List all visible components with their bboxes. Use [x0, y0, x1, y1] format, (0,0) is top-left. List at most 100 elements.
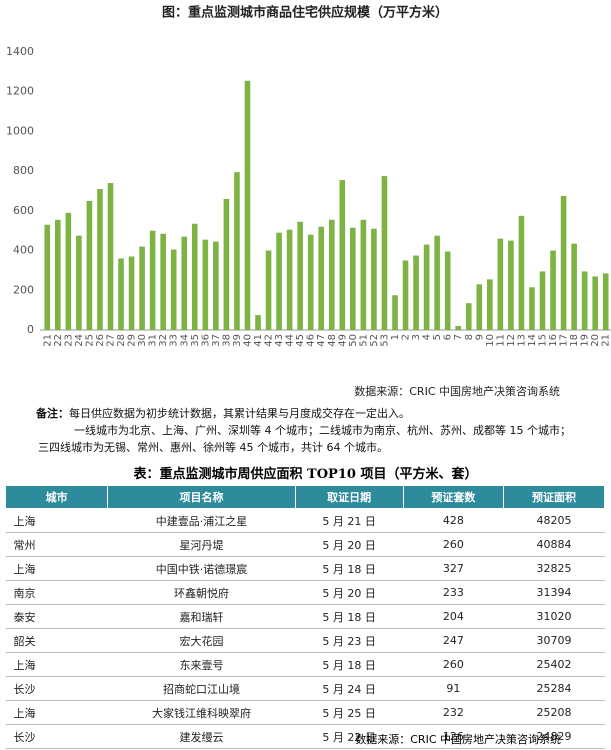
table-cell: 韶关: [5, 628, 108, 653]
x-tick-label: 42: [264, 334, 275, 347]
table-cell: 126: [403, 724, 504, 749]
table-cell: 30709: [503, 628, 605, 653]
y-tick-label: 200: [13, 283, 34, 296]
bar: [170, 249, 177, 330]
bar: [518, 215, 525, 330]
bar: [297, 221, 303, 330]
table-cell: 32825: [503, 556, 605, 581]
bar: [55, 219, 61, 330]
x-tick-label: 47: [316, 334, 327, 347]
table-cell: 中建壹品·浦江之星: [107, 508, 296, 533]
table-cell: 5 月 22 日: [295, 724, 404, 749]
bar: [602, 273, 609, 330]
bar: [539, 271, 546, 330]
bar: [508, 240, 514, 330]
bar: [455, 326, 462, 330]
bar: [244, 80, 251, 331]
x-tick-label: 45: [295, 334, 306, 347]
y-tick-label: 800: [13, 164, 34, 177]
table-cell: 5 月 21 日: [295, 508, 404, 533]
x-tick-label: 37: [211, 334, 222, 347]
table-cell: 建发缦云: [107, 724, 296, 749]
bar: [307, 234, 314, 330]
x-tick-label: 8: [464, 334, 475, 340]
table-cell: 上海: [5, 508, 108, 533]
x-tick-label: 50: [348, 334, 359, 347]
table-cell: 招商蛇口江山境: [107, 676, 296, 701]
bar: [360, 219, 367, 330]
y-tick-label: 0: [27, 323, 34, 336]
chart: 图：重点监测城市商品住宅供应规模（万平方米） 数据来源：CRIC 中国房地产决策…: [6, 5, 611, 398]
x-tick-label: 10: [485, 334, 496, 347]
bar: [276, 232, 282, 330]
table-cell: 环鑫朝悦府: [107, 580, 296, 605]
x-tick-label: 53: [379, 334, 390, 347]
x-tick-label: 39: [232, 334, 243, 347]
table-cell: 东来壹号: [107, 652, 296, 677]
bar: [234, 172, 240, 330]
table-row: 韶关 宏大花园 5 月 23 日 247 30709: [5, 628, 605, 653]
table-cell: 中国中铁·诺德璟宸: [107, 556, 296, 581]
bar: [328, 219, 335, 330]
x-tick-label: 17: [559, 334, 570, 347]
note-line: 三四线城市为无锡、常州、惠州、徐州等 45 个城市，共计 64 个城市。: [38, 441, 388, 454]
table-cell: 31394: [503, 580, 605, 605]
y-tick-label: 1000: [6, 124, 34, 137]
x-tick-label: 25: [84, 334, 95, 347]
x-tick-label: 24: [74, 334, 85, 347]
x-tick-label: 5: [432, 334, 443, 340]
table-cell: 5 月 20 日: [295, 580, 404, 605]
bar: [402, 260, 409, 330]
table-cell: 长沙: [5, 724, 108, 749]
bar: [339, 180, 346, 330]
table-cell: 31020: [503, 604, 605, 629]
table-cell: 常州: [5, 532, 108, 557]
table-cell: 嘉和瑞轩: [107, 604, 296, 629]
x-tick-label: 16: [548, 334, 559, 347]
x-tick-label: 13: [516, 334, 527, 347]
x-tick-label: 20: [590, 334, 601, 347]
table-cell: 上海: [5, 652, 108, 677]
x-tick-label: 35: [190, 334, 201, 347]
y-tick-label: 1200: [6, 85, 34, 98]
header-cell: 预证面积: [503, 485, 605, 509]
x-tick-label: 22: [53, 334, 64, 347]
bar: [213, 241, 219, 330]
table-cell: 长沙: [5, 676, 108, 701]
x-tick-label: 34: [179, 334, 190, 347]
x-tick-label: 11: [495, 334, 506, 347]
bar: [444, 251, 451, 330]
bar: [255, 315, 261, 330]
bar: [571, 243, 577, 330]
bar: [202, 239, 209, 330]
table-cell: 327: [403, 556, 504, 581]
table-row: 上海 中国中铁·诺德璟宸 5 月 18 日 327 32825: [5, 556, 605, 581]
x-tick-label: 21: [601, 334, 611, 347]
table-cell: 233: [403, 580, 504, 605]
bar: [44, 224, 51, 330]
y-tick-label: 600: [13, 204, 34, 217]
x-tick-label: 7: [453, 334, 464, 340]
table-cell: 星河丹堤: [107, 532, 296, 557]
table-cell: 25402: [503, 652, 605, 677]
notes: 备注：每日供应数据为初步统计数据，其累计结果与月度成交存在一定出入。 一线城市为…: [36, 405, 571, 456]
table-row: 泰安 嘉和瑞轩 5 月 18 日 204 31020: [5, 604, 605, 629]
table-cell: 428: [403, 508, 504, 533]
source: 数据来源：CRIC 中国房地产决策咨询系统: [354, 384, 560, 398]
table-cell: 5 月 18 日: [295, 652, 404, 677]
x-tick-label: 9: [474, 334, 485, 340]
table-cell: 泰安: [5, 604, 108, 629]
table-cell: 40884: [503, 532, 605, 557]
table-cell: 25208: [503, 700, 605, 725]
bar: [560, 195, 567, 330]
table-cell: 204: [403, 604, 504, 629]
table-row: 上海 中建壹品·浦江之星 5 月 21 日 428 48205: [5, 508, 605, 533]
table-cell: 5 月 18 日: [295, 556, 404, 581]
table-cell: 5 月 24 日: [295, 676, 404, 701]
x-tick-label: 3: [411, 334, 422, 340]
bar: [465, 303, 472, 330]
x-tick-label: 2: [401, 334, 412, 340]
bar: [223, 198, 230, 330]
bar: [592, 276, 598, 330]
x-tick-label: 28: [116, 334, 127, 347]
